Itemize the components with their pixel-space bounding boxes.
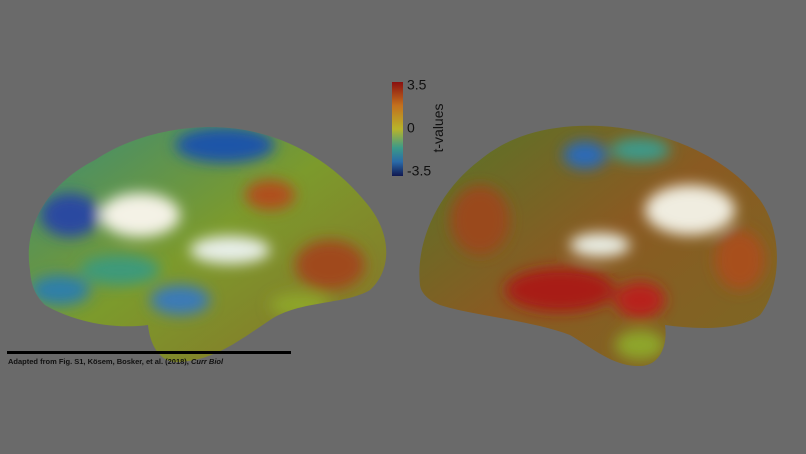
colorbar-tick-label: -3.5 <box>407 163 431 179</box>
colorbar-tick-label: 0 <box>407 120 415 136</box>
colorbar-tick-label: 3.5 <box>407 77 427 93</box>
divider-line <box>7 351 291 354</box>
caption: Adapted from Fig. S1, Kösem, Bosker, et … <box>8 357 224 366</box>
caption-text: Adapted from Fig. S1, Kösem, Bosker, et … <box>8 357 191 366</box>
colorbar <box>392 82 403 176</box>
left-hemisphere <box>28 127 387 363</box>
right-hemisphere <box>419 125 777 367</box>
caption-journal: Curr Biol <box>191 357 224 366</box>
colorbar-ticks: 3.5 0 -3.5 <box>407 77 431 179</box>
colorbar-label: t-values <box>430 103 446 152</box>
